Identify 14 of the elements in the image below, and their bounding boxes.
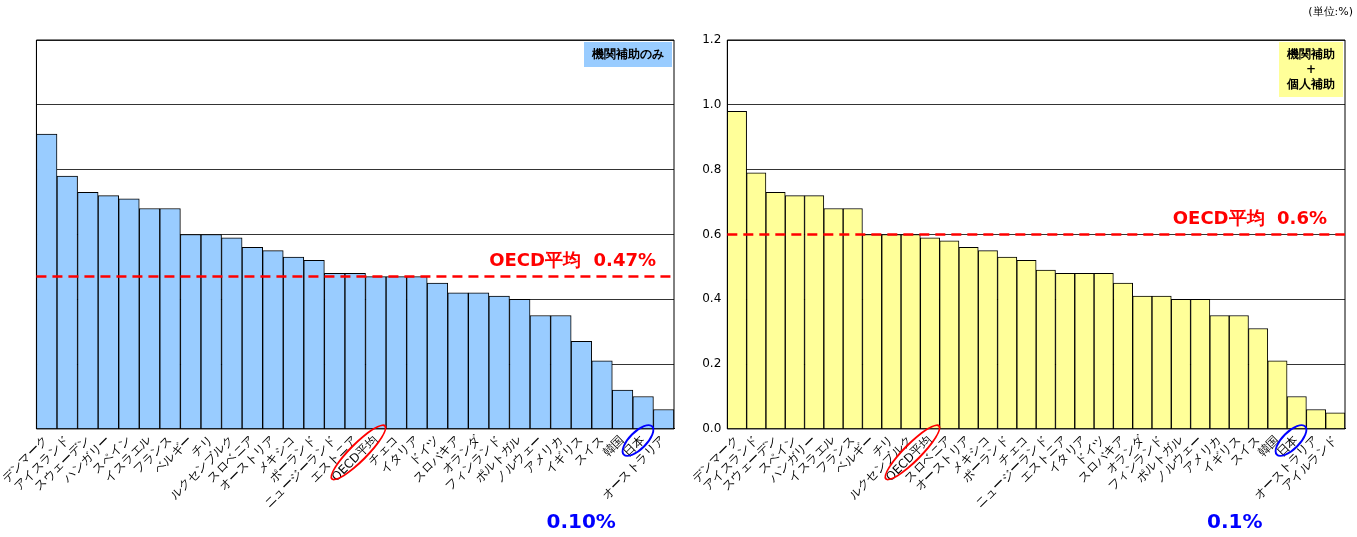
y-tick-label: 1.0 xyxy=(702,96,722,111)
annotation: 機関補助のみ xyxy=(591,46,664,61)
y-tick-label: 1.2 xyxy=(702,32,722,47)
y-tick-label: 0.6 xyxy=(702,226,722,241)
y-tick-label: 0.2 xyxy=(702,356,722,371)
ref-line-label: OECD平均 0.47% xyxy=(489,249,656,271)
text: 0.10% xyxy=(546,509,616,534)
ref-line-label: OECD平均 0.6% xyxy=(1172,207,1327,229)
text: 0.1% xyxy=(1207,509,1263,534)
y-tick-label: 0.4 xyxy=(702,291,722,306)
y-tick-label: 0.8 xyxy=(702,161,722,176)
annotation: 機関補助 + 個人補助 xyxy=(1286,46,1335,91)
text: (単位:%) xyxy=(1308,4,1353,18)
y-tick-label: 0.0 xyxy=(702,421,722,436)
